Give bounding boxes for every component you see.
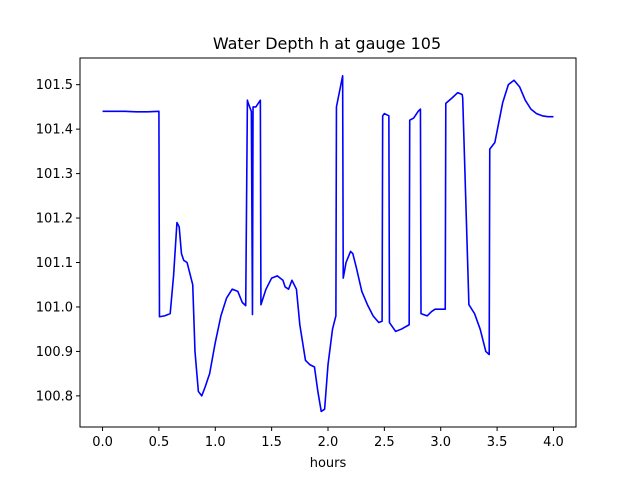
x-tick-label: 2.5 bbox=[374, 435, 395, 450]
plot-area bbox=[102, 74, 554, 413]
x-tick-label: 0.5 bbox=[149, 435, 170, 450]
x-tick-label: 1.0 bbox=[205, 435, 226, 450]
x-tick-label: 2.0 bbox=[318, 435, 339, 450]
series-line-0 bbox=[102, 74, 554, 413]
x-tick-label: 3.0 bbox=[430, 435, 451, 450]
x-axis-label: hours bbox=[310, 456, 347, 471]
y-tick-label: 100.8 bbox=[36, 389, 73, 404]
x-tick-label: 4.0 bbox=[543, 435, 564, 450]
x-tick-label: 0.0 bbox=[92, 435, 113, 450]
y-tick-label: 101.0 bbox=[36, 300, 73, 315]
y-tick-label: 101.1 bbox=[36, 256, 73, 271]
x-tick-label: 1.5 bbox=[261, 435, 282, 450]
y-axis: 100.8 100.9 101.0 101.1 101.2 101.3 101.4 101.5 bbox=[36, 78, 80, 404]
y-tick-label: 101.5 bbox=[36, 78, 73, 93]
y-tick-label: 100.9 bbox=[36, 345, 73, 360]
y-tick-label: 101.3 bbox=[36, 167, 73, 182]
x-tick-label: 3.5 bbox=[487, 435, 508, 450]
y-tick-label: 101.4 bbox=[36, 123, 73, 138]
x-axis: 0.0 0.5 1.0 1.5 2.0 2.5 3.0 3.5 4.0 bbox=[92, 427, 564, 450]
y-tick-label: 101.2 bbox=[36, 212, 73, 227]
chart-title: Water Depth h at gauge 105 bbox=[213, 34, 441, 53]
